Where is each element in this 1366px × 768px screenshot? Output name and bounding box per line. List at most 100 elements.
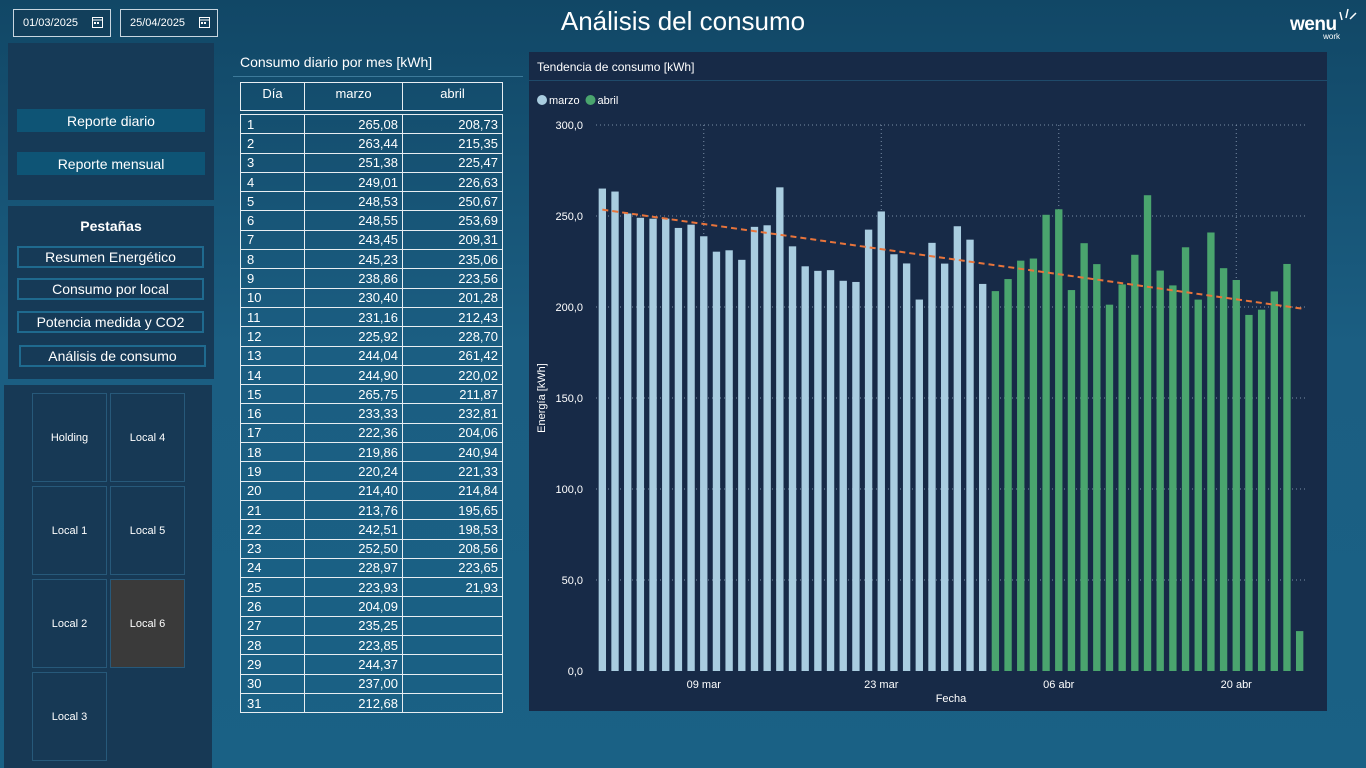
date-from-picker[interactable]: 01/03/2025 [13,9,111,37]
cell-marzo: 252,50 [304,538,403,559]
table-header-row: Día marzo abril [240,82,503,111]
bar-marzo [776,187,784,671]
bar-abril [1270,291,1278,671]
tabs-title: Pestañas [80,218,142,234]
daily-report-button[interactable]: Reporte diario [17,109,205,132]
cell-marzo: 249,01 [304,171,403,193]
cell-marzo: 244,90 [304,364,403,386]
local-tile-local-2[interactable]: Local 2 [32,579,107,668]
bar-abril [1080,243,1088,671]
bar-marzo [966,239,974,671]
table-row: 27 235,25 [240,615,503,637]
legend-label-abril: abril [598,95,619,107]
local-tile-local-6[interactable]: Local 6 [110,579,185,668]
cell-marzo: 235,25 [304,615,403,637]
cell-day: 12 [240,326,305,347]
table-row: 15 265,75 211,87 [240,384,503,405]
cell-abril: 214,84 [402,480,503,501]
cell-marzo: 263,44 [304,133,403,154]
cell-abril: 201,28 [402,287,503,308]
cell-abril: 221,33 [402,461,503,482]
tabs-panel: Pestañas Resumen Energético Consumo por … [8,206,214,379]
bar-marzo [649,218,657,671]
bar-marzo [852,281,860,671]
cell-day: 10 [240,287,305,308]
bar-marzo [712,251,721,671]
cell-day: 6 [240,210,305,231]
cell-day: 17 [240,422,305,444]
legend-marker-marzo [537,95,547,105]
cell-abril [402,673,503,694]
table-row: 28 223,85 [240,635,503,656]
table-row: 5 248,53 250,67 [240,191,503,212]
tab-resumen-energetico[interactable]: Resumen Energético [17,246,204,268]
bar-marzo [687,224,695,671]
bar-marzo [674,227,683,671]
bar-abril [991,291,1000,671]
bar-marzo [979,283,987,671]
cell-abril: 204,06 [402,422,503,444]
local-tile-local-1[interactable]: Local 1 [32,486,107,575]
logo-text: wenu [1290,14,1337,35]
bar-abril [1131,254,1139,672]
local-tile-local-3[interactable]: Local 3 [32,672,107,761]
cell-marzo: 265,08 [304,113,403,135]
page-title: Análisis del consumo [560,6,806,36]
bar-abril [1257,309,1266,671]
local-tile-holding[interactable]: Holding [32,393,107,482]
bar-marzo [788,246,797,671]
cell-marzo: 204,09 [304,596,403,617]
y-tick-label: 150,0 [555,393,583,405]
cell-day: 25 [240,577,305,598]
bar-marzo [877,211,885,671]
y-tick-label: 100,0 [555,484,583,496]
cell-day: 24 [240,557,305,579]
bar-marzo [814,270,822,671]
tab-consumo-por-local[interactable]: Consumo por local [17,278,204,300]
cell-marzo: 233,33 [304,403,403,424]
cell-day: 13 [240,345,305,366]
cell-day: 7 [240,229,305,251]
y-tick-label: 300,0 [555,120,583,132]
bar-marzo [662,218,670,671]
bar-abril [1067,290,1076,671]
date-to-picker[interactable]: 25/04/2025 [120,9,218,37]
cell-day: 5 [240,191,305,212]
y-tick-label: 200,0 [555,302,583,314]
cell-abril [402,635,503,656]
bar-marzo [940,263,949,671]
bar-marzo [839,280,847,671]
cell-marzo: 214,40 [304,480,403,501]
table-row: 1 265,08 208,73 [240,113,503,135]
cell-day: 20 [240,480,305,501]
bar-marzo [890,254,898,671]
bar-abril [1295,631,1304,671]
y-tick-label: 250,0 [555,211,583,223]
calendar-icon [199,17,210,28]
bar-marzo [725,250,733,671]
cell-marzo: 244,37 [304,654,403,675]
cell-day: 14 [240,364,305,386]
cell-marzo: 243,45 [304,229,403,251]
y-axis-label: Energía [kWh] [536,363,548,433]
x-tick-label: 23 mar [864,679,899,691]
bar-marzo [801,266,809,671]
cell-marzo: 248,53 [304,191,403,212]
table-row: 21 213,76 195,65 [240,499,503,521]
tab-potencia-medida-co2[interactable]: Potencia medida y CO2 [17,311,204,333]
cell-marzo: 225,92 [304,326,403,347]
cell-abril: 208,56 [402,538,503,559]
cell-abril: 253,69 [402,210,503,231]
cell-day: 29 [240,654,305,675]
table-row: 30 237,00 [240,673,503,694]
cell-marzo: 212,68 [304,692,403,714]
bar-marzo [624,213,632,671]
local-tile-local-4[interactable]: Local 4 [110,393,185,482]
monthly-report-button[interactable]: Reporte mensual [17,152,205,175]
cell-abril: 250,67 [402,191,503,212]
table-row: 16 233,33 232,81 [240,403,503,424]
tab-analisis-de-consumo[interactable]: Análisis de consumo [19,345,206,367]
cell-abril: 226,63 [402,171,503,193]
cell-marzo: 244,04 [304,345,403,366]
local-tile-local-5[interactable]: Local 5 [110,486,185,575]
